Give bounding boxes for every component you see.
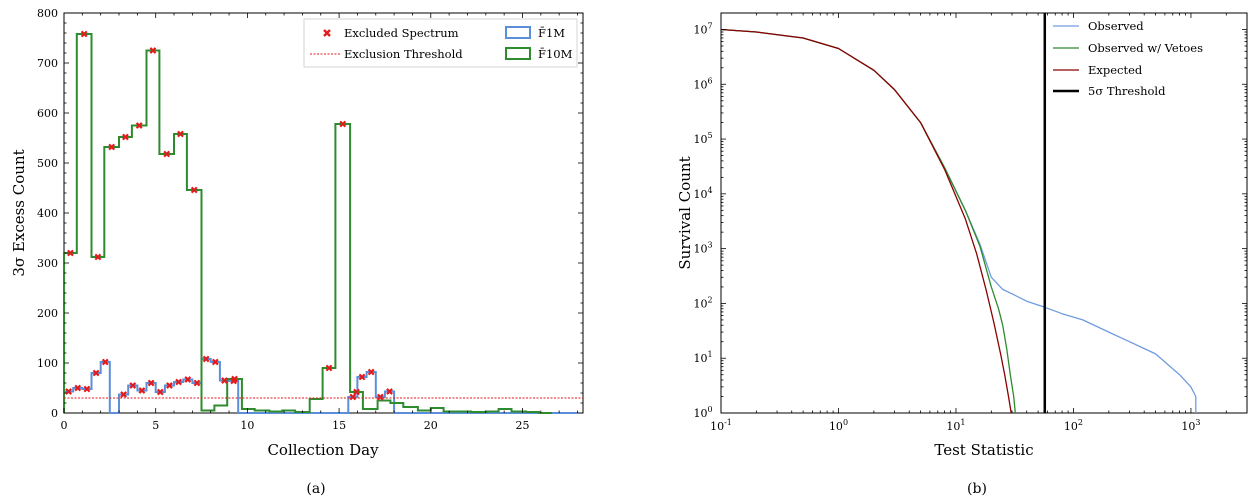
x-tick-label: 100 <box>829 418 848 433</box>
excluded-marker <box>65 388 72 395</box>
panel-b-plot-area <box>720 13 1197 414</box>
y-tick-label: 700 <box>37 57 58 70</box>
panel-a-caption: (a) <box>306 481 325 497</box>
x-tick-label: 10-1 <box>710 418 732 433</box>
x-tick-label: 5 <box>152 419 159 432</box>
y-tick-label: 300 <box>37 257 58 270</box>
panel-b-caption: (b) <box>967 481 987 497</box>
panel-a-legend-box <box>303 18 578 68</box>
series-line-observed-vetoes <box>720 28 1016 414</box>
x-tick-label: 102 <box>1064 418 1083 433</box>
legend-f1m-swatch <box>505 26 531 39</box>
excluded-marker <box>353 388 360 396</box>
panel-a-ylabel: 3σ Excess Count <box>10 149 28 276</box>
excluded-marker <box>101 358 109 366</box>
y-tick-label: 102 <box>693 295 712 310</box>
legend-expected-label: Expected <box>1088 63 1143 77</box>
excluded-marker <box>325 364 333 372</box>
panel-a: 0 5 10 15 20 25 0 100 200 300 400 500 600 700 800 Coll… <box>10 7 584 497</box>
legend-excluded-label: Excluded Spectrum <box>344 26 459 40</box>
x-tick-label: 25 <box>515 419 529 432</box>
excluded-marker <box>94 253 102 261</box>
excluded-marker <box>175 378 182 386</box>
legend-observed-label: Observed <box>1088 19 1144 33</box>
excluded-marker <box>177 130 184 138</box>
excluded-marker <box>80 30 88 38</box>
panel-b-ylabel: Survival Count <box>676 156 694 269</box>
x-tick-label: 15 <box>332 419 346 432</box>
y-tick-label: 101 <box>693 350 712 365</box>
panel-a-ticks: 0 5 10 15 20 25 0 100 200 300 400 500 600 700 800 <box>37 7 583 432</box>
panel-b-frame <box>720 12 1248 414</box>
excluded-marker <box>184 376 192 383</box>
excluded-marker <box>135 122 143 129</box>
excluded-marker <box>83 385 91 393</box>
y-tick-label: 200 <box>37 307 58 320</box>
excluded-marker <box>74 384 82 392</box>
y-tick-label: 500 <box>37 157 58 170</box>
excluded-marker <box>149 47 157 54</box>
excluded-marker <box>221 377 228 384</box>
y-tick-label: 100 <box>37 357 58 370</box>
excluded-marker <box>129 382 137 389</box>
legend-f10m-swatch <box>505 47 531 60</box>
legend-f10m-label: F̄10M <box>538 47 573 61</box>
y-tick-label: 0 <box>51 407 58 420</box>
x-tick-label: 20 <box>424 419 438 432</box>
excluded-marker <box>108 143 116 151</box>
excluded-marker <box>231 375 238 383</box>
legend-excluded-marker <box>323 29 331 37</box>
excluded-marker <box>92 369 100 377</box>
y-tick-label: 800 <box>37 7 58 20</box>
panel-a-frame <box>63 12 584 414</box>
excluded-marker <box>386 388 393 395</box>
panel-a-plot-area <box>63 30 583 414</box>
panel-b: 10-1 100 101 102 103100101102103104105106107… <box>676 12 1248 497</box>
series-step-f1m <box>63 358 578 414</box>
excluded-marker <box>163 150 171 158</box>
panel-a-legend: Excluded Spectrum Exclusion Threshold F̄… <box>303 18 578 68</box>
y-tick-label: 600 <box>37 107 58 120</box>
legend-threshold-label: Exclusion Threshold <box>344 47 463 61</box>
excluded-marker <box>138 387 146 394</box>
excluded-marker <box>349 393 357 401</box>
panel-a-xlabel: Collection Day <box>267 441 379 459</box>
y-tick-label: 105 <box>693 131 712 146</box>
excluded-marker <box>166 382 173 389</box>
y-tick-label: 104 <box>693 186 712 201</box>
y-tick-label: 400 <box>37 207 58 220</box>
y-tick-label: 103 <box>693 241 712 256</box>
x-tick-label: 0 <box>61 419 68 432</box>
excluded-marker <box>211 358 219 366</box>
x-tick-label: 101 <box>946 418 965 433</box>
excluded-marker <box>358 373 366 381</box>
excluded-marker <box>122 133 129 141</box>
excluded-marker <box>193 379 201 387</box>
panel-b-xlabel: Test Statistic <box>934 441 1033 459</box>
excluded-marker <box>376 393 384 401</box>
panel-b-legend: Observed Observed w/ Vetoes Expected 5σ … <box>1053 19 1203 98</box>
series-line-expected <box>720 28 1012 414</box>
excluded-marker <box>339 120 347 128</box>
y-tick-label: 106 <box>693 76 712 91</box>
excluded-marker <box>156 388 164 396</box>
excluded-marker <box>367 368 375 376</box>
excluded-marker <box>190 186 198 194</box>
legend-vetoes-label: Observed w/ Vetoes <box>1088 41 1203 55</box>
excluded-marker <box>202 355 210 363</box>
excluded-marker <box>67 249 74 257</box>
y-tick-label: 107 <box>693 21 712 36</box>
excluded-marker <box>120 391 127 398</box>
y-tick-label: 100 <box>693 405 712 420</box>
x-tick-label: 10 <box>240 419 254 432</box>
series-step-f10m <box>63 33 552 414</box>
legend-f1m-label: F̄1M <box>538 26 565 40</box>
legend-5sigma-label: 5σ Threshold <box>1088 84 1166 98</box>
excluded-marker <box>147 379 155 387</box>
x-tick-label: 103 <box>1181 418 1200 433</box>
